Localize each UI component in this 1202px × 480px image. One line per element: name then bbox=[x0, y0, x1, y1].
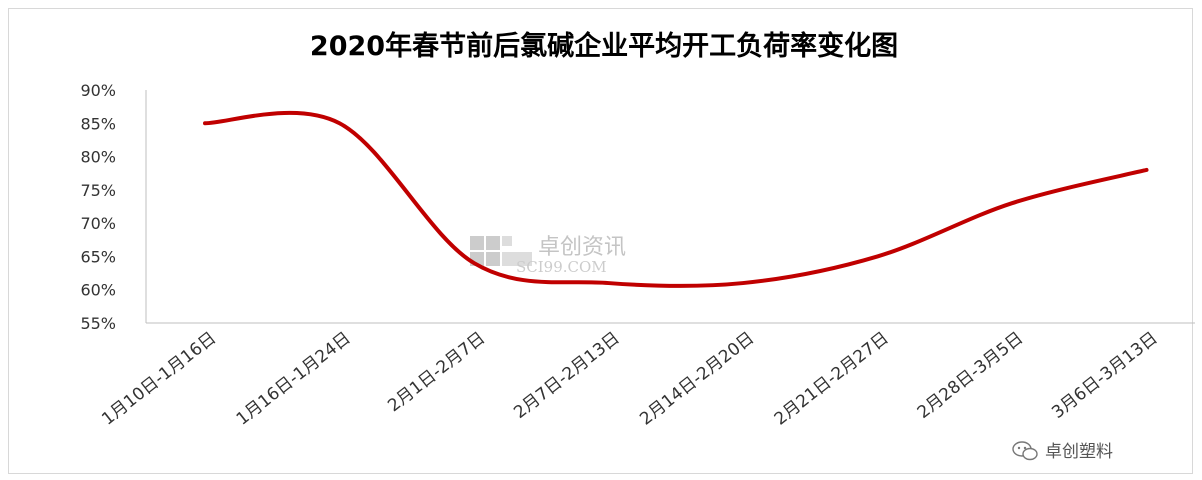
watermark-logo-icon bbox=[470, 236, 532, 266]
x-tick-label: 2月7日-2月13日 bbox=[510, 328, 623, 423]
x-tick-label: 2月14日-2月20日 bbox=[636, 328, 758, 429]
x-tick-label: 2月1日-2月7日 bbox=[384, 328, 489, 416]
watermark-brand-en: SCI99.COM bbox=[516, 258, 607, 276]
y-tick-label: 70% bbox=[80, 214, 116, 233]
series-line bbox=[203, 110, 1149, 288]
chart-border bbox=[8, 8, 1193, 474]
y-tick-label: 60% bbox=[80, 281, 116, 300]
y-tick-label: 90% bbox=[80, 81, 116, 100]
series-group bbox=[203, 110, 1149, 288]
watermark: 卓创资讯 SCI99.COM bbox=[470, 235, 626, 276]
x-tick-label: 2月28日-3月5日 bbox=[914, 328, 1027, 423]
chart-title: 2020年春节前后氯碱企业平均开工负荷率变化图 bbox=[310, 30, 898, 62]
y-tick-label: 85% bbox=[80, 114, 116, 133]
y-tick-label: 55% bbox=[80, 314, 116, 333]
x-axis-ticks: 1月10日-1月16日 1月16日-1月24日 2月1日-2月7日 2月7日-2月13… bbox=[98, 328, 1161, 429]
y-axis-ticks: 90% 85% 80% 75% 70% 65% 60% 55% bbox=[80, 81, 116, 333]
wechat-icon bbox=[1012, 441, 1038, 461]
x-tick-label: 1月10日-1月16日 bbox=[98, 328, 220, 429]
x-tick-label: 2月21日-2月27日 bbox=[771, 328, 893, 429]
y-tick-label: 75% bbox=[80, 181, 116, 200]
y-tick-label: 65% bbox=[80, 247, 116, 266]
x-tick-label: 1月16日-1月24日 bbox=[233, 328, 355, 429]
y-tick-label: 80% bbox=[80, 148, 116, 167]
footer-brand-label: 卓创塑料 bbox=[1045, 442, 1113, 462]
watermark-brand-cn: 卓创资讯 bbox=[538, 235, 626, 260]
footer-brand: 卓创塑料 bbox=[1012, 441, 1113, 462]
x-tick-label: 3月6日-3月13日 bbox=[1048, 328, 1161, 423]
